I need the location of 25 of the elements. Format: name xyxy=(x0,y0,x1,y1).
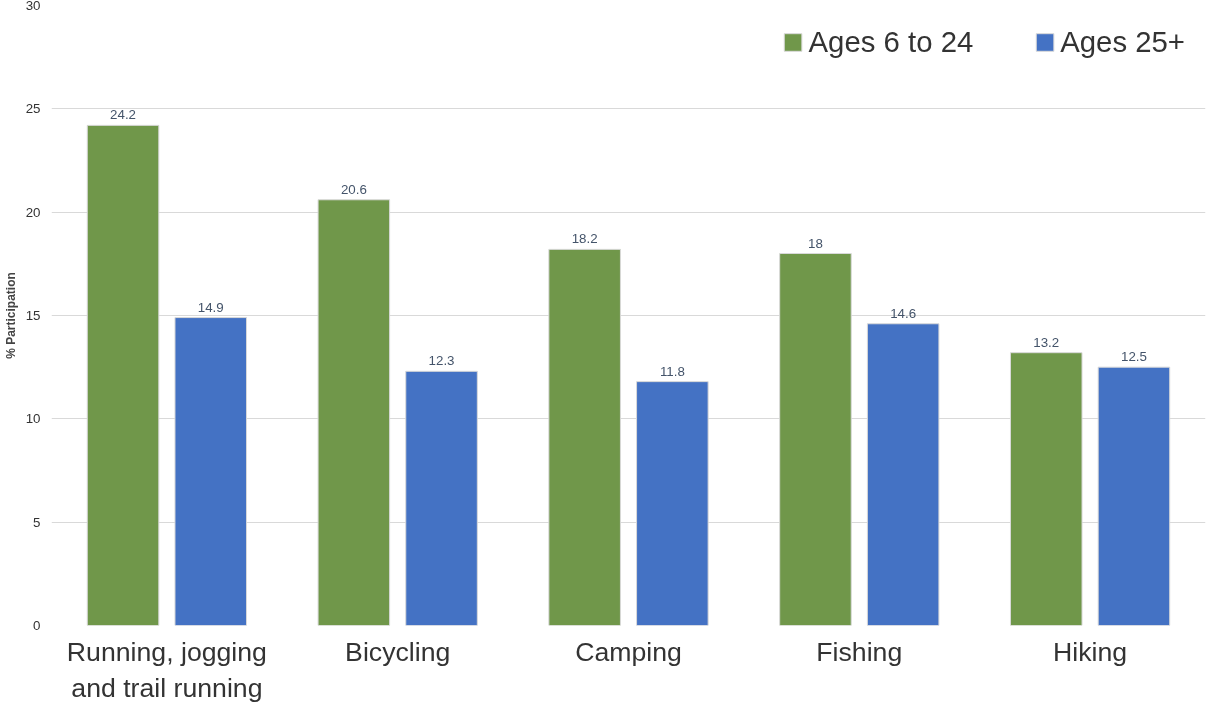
y-tick-label: 10 xyxy=(25,411,41,427)
data-label: 14.6 xyxy=(890,305,917,321)
y-tick-label: 30 xyxy=(25,0,41,13)
x-tick-label: Camping xyxy=(575,636,682,667)
y-tick-label: 0 xyxy=(33,618,41,633)
data-label: 24.2 xyxy=(110,107,137,123)
legend-label: Ages 25+ xyxy=(1060,25,1185,59)
y-tick-label: 15 xyxy=(25,308,41,323)
y-axis-title: % Participation xyxy=(3,272,18,359)
data-label: 20.6 xyxy=(340,181,367,197)
data-label: 18.2 xyxy=(571,231,598,247)
data-label: 11.8 xyxy=(659,363,685,379)
x-tick-label: Fishing xyxy=(816,636,903,667)
y-tick-label: 20 xyxy=(25,204,41,220)
data-label: 14.9 xyxy=(197,299,224,315)
data-label: 18 xyxy=(808,235,823,251)
data-label: 13.2 xyxy=(1033,334,1060,350)
legend-label: Ages 6 to 24 xyxy=(808,25,974,59)
data-label: 12.3 xyxy=(428,353,455,369)
y-tick-label: 5 xyxy=(33,514,41,530)
x-tick-label: Hiking xyxy=(1053,636,1128,667)
data-label: 12.5 xyxy=(1120,349,1147,365)
x-tick-label: Bicycling xyxy=(345,636,451,667)
x-tick-label: Running, jogging and trail running xyxy=(66,636,267,703)
y-tick-label: 25 xyxy=(25,101,41,117)
